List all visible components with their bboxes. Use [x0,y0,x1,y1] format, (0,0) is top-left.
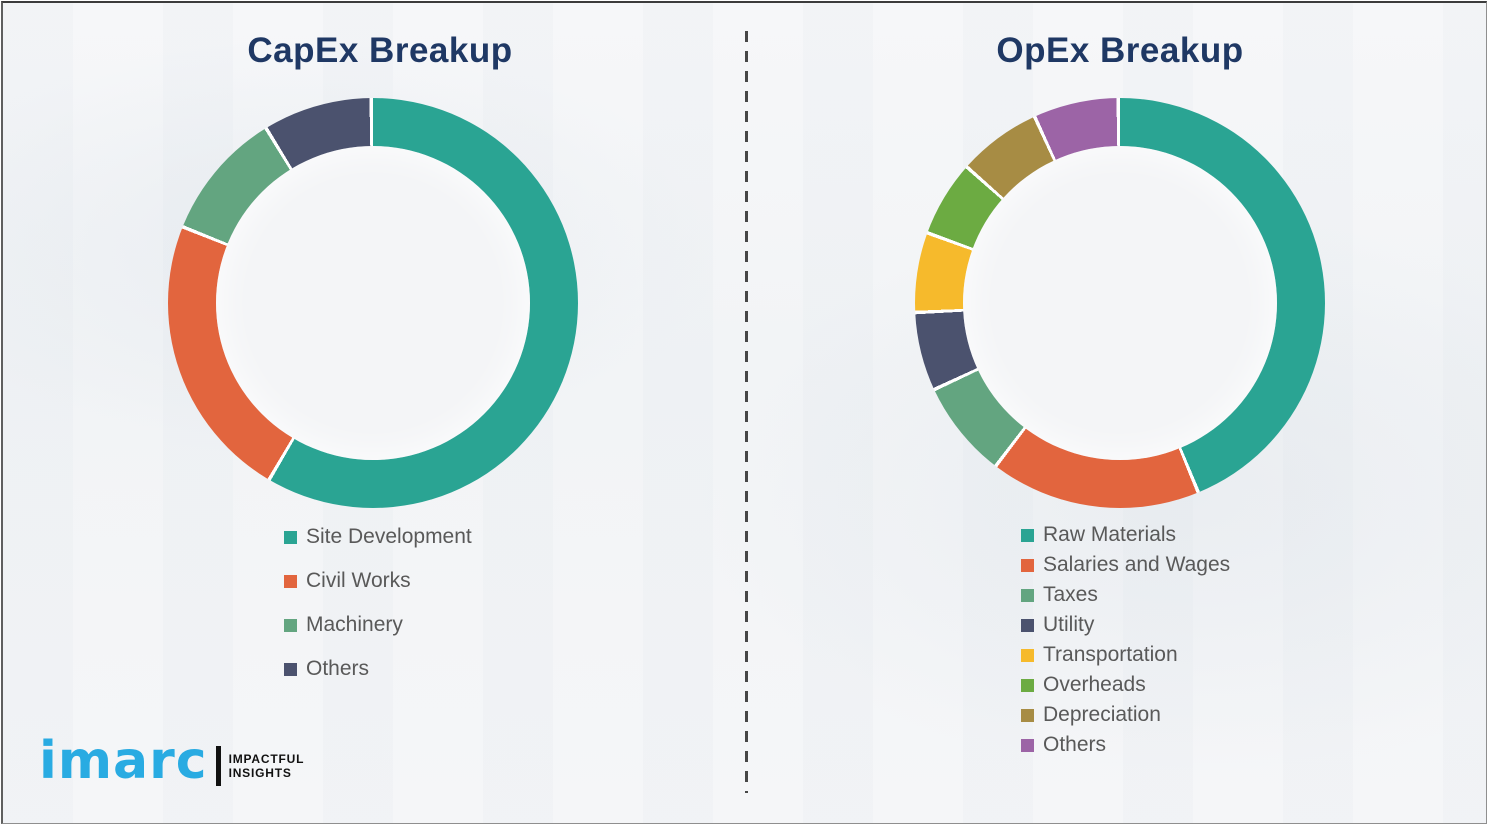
legend-marker [1021,648,1034,662]
capex-donut-chart [168,98,578,508]
imarc-logo: imarc IMPACTFUL INSIGHTS [39,735,304,787]
legend-item: Taxes [1021,580,1230,610]
legend-marker [1021,708,1034,722]
legend-marker [284,530,297,544]
legend-label: Others [1043,733,1107,756]
opex-panel: OpEx Breakup Raw Materials Salaries and W… [748,3,1486,823]
legend-label: Overheads [1043,673,1146,696]
imarc-logo-divider-bar [215,746,221,786]
legend-label: Raw Materials [1043,523,1177,546]
legend-item: Transportation [1021,640,1230,670]
imarc-logo-wordmark: imarc [39,731,208,791]
opex-chart-title: OpEx Breakup [996,31,1244,70]
legend-item: Site Development [284,515,472,559]
legend-marker [1021,678,1034,692]
legend-marker [1021,618,1034,632]
legend-item: Salaries and Wages [1021,550,1230,580]
legend-item: Civil Works [284,559,472,603]
vertical-dashed-divider [745,31,748,793]
legend-label: Site Development [306,525,472,548]
legend-marker [1021,738,1034,752]
legend-label: Depreciation [1043,703,1161,726]
legend-item: Machinery [284,603,472,647]
capex-chart-title: CapEx Breakup [247,31,513,70]
legend-item: Utility [1021,610,1230,640]
legend-label: Salaries and Wages [1043,553,1231,576]
legend-marker [1021,588,1034,602]
imarc-tagline-line1: IMPACTFUL [228,752,305,766]
legend-marker [1021,528,1034,542]
legend-label: Civil Works [306,569,411,592]
legend-marker [1021,558,1034,572]
capex-panel: CapEx Breakup Site Development Civil Work… [3,3,743,823]
capex-donut-hole [216,146,530,460]
opex-donut-hole [963,146,1277,460]
legend-marker [284,662,297,676]
legend-item: Others [284,647,472,691]
legend-label: Transportation [1043,643,1178,666]
imarc-tagline-line2: INSIGHTS [228,766,292,780]
legend-marker [284,618,297,632]
legend-item: Overheads [1021,670,1230,700]
legend-label: Machinery [306,613,403,636]
legend-label: Utility [1043,613,1095,636]
legend-item: Raw Materials [1021,520,1230,550]
legend-item: Depreciation [1021,700,1230,730]
opex-donut-chart [915,98,1325,508]
legend-label: Others [306,657,370,680]
imarc-logo-tagline: IMPACTFUL INSIGHTS [229,752,305,780]
legend-item: Others [1021,730,1230,760]
legend-label: Taxes [1043,583,1098,606]
capex-legend: Site Development Civil Works Machinery Othe… [284,515,472,691]
legend-marker [284,574,297,588]
opex-legend: Raw Materials Salaries and Wages Taxes Util… [1021,520,1230,760]
